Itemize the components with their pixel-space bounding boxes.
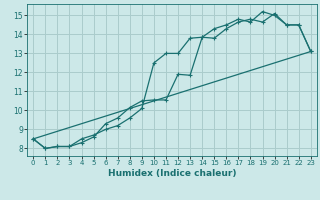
X-axis label: Humidex (Indice chaleur): Humidex (Indice chaleur): [108, 169, 236, 178]
